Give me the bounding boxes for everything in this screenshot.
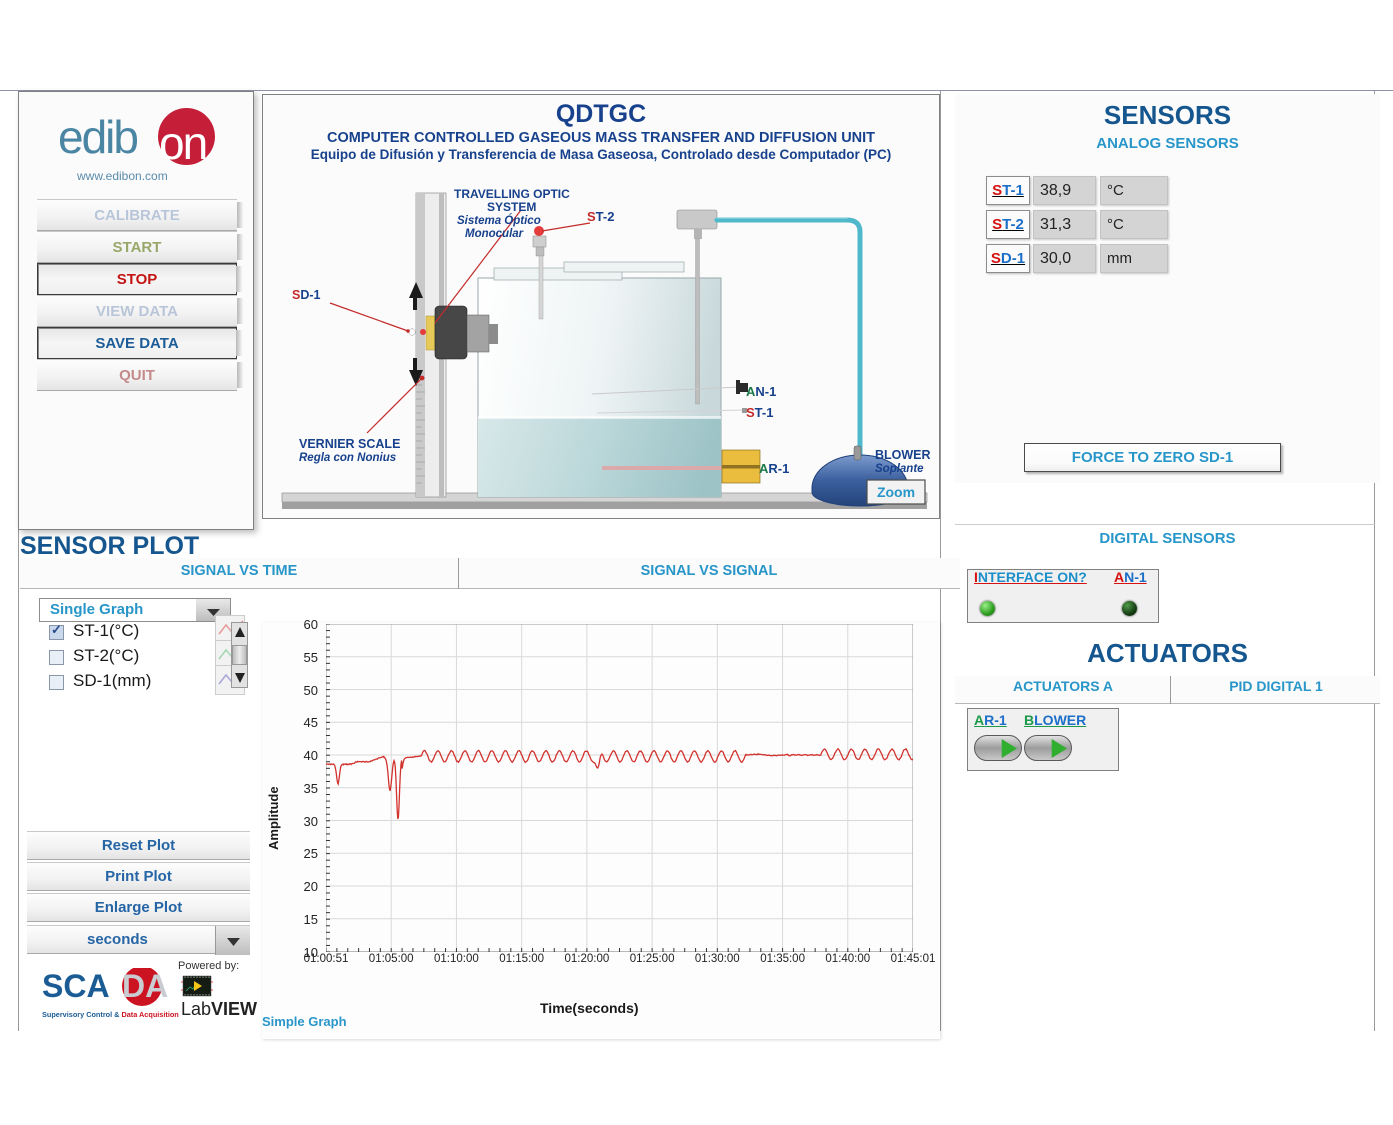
svg-text:Soplante: Soplante — [875, 463, 924, 475]
svg-text:SCA: SCA — [42, 968, 110, 1004]
svg-text:VERNIER SCALE: VERNIER SCALE — [299, 437, 400, 451]
svg-text:SD-1: SD-1 — [292, 288, 321, 302]
svg-text:SYSTEM: SYSTEM — [487, 200, 536, 214]
svg-text:Regla con Nonius: Regla con Nonius — [299, 452, 396, 464]
svg-text:Sistema Óptico: Sistema Óptico — [457, 214, 541, 227]
svg-text:Zoom: Zoom — [877, 484, 915, 500]
svg-text:BLOWER: BLOWER — [875, 448, 931, 462]
svg-text:AR-1: AR-1 — [759, 461, 789, 476]
svg-text:AN-1: AN-1 — [746, 384, 776, 399]
svg-text:DA: DA — [122, 968, 168, 1004]
svg-text:ST-2: ST-2 — [587, 209, 614, 224]
svg-text:Monocular: Monocular — [465, 228, 524, 240]
svg-text:ST-1: ST-1 — [746, 405, 773, 420]
